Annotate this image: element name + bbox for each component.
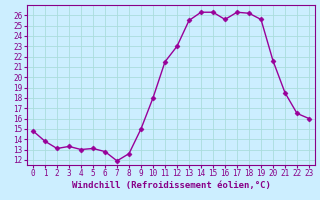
X-axis label: Windchill (Refroidissement éolien,°C): Windchill (Refroidissement éolien,°C)	[72, 181, 270, 190]
